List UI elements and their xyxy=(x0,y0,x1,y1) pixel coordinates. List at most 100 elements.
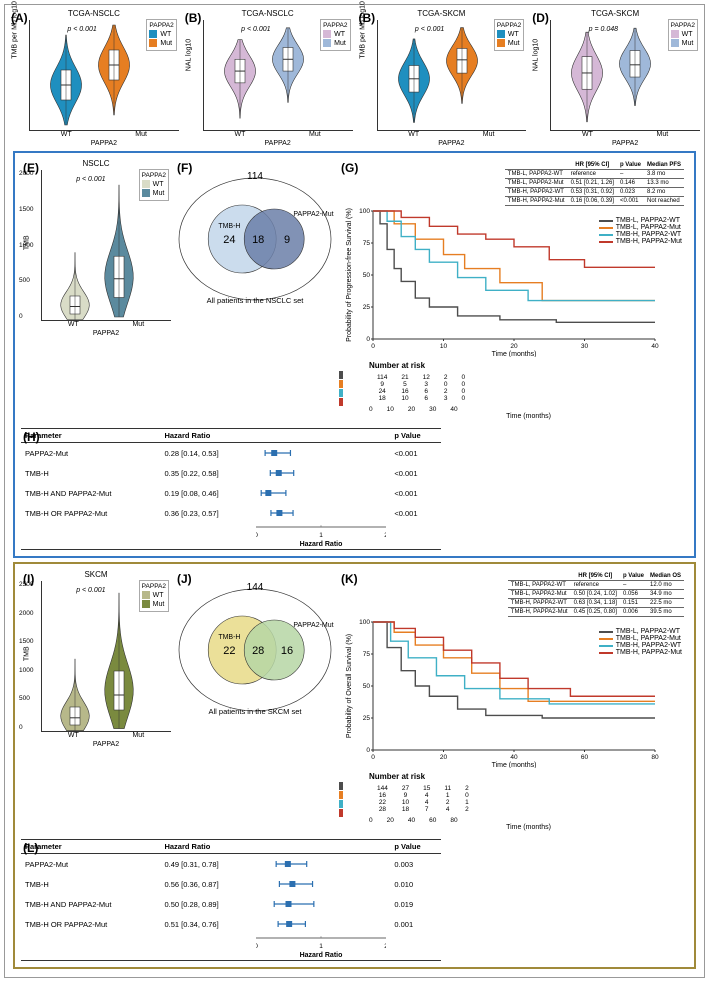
svg-text:All patients in the SKCM set: All patients in the SKCM set xyxy=(209,707,303,716)
svg-text:0: 0 xyxy=(366,747,370,754)
svg-text:Time (months): Time (months) xyxy=(492,762,537,768)
legend-item: TMB-L, PAPPA2-Mut xyxy=(616,635,681,642)
legend-item: WT xyxy=(153,181,164,188)
svg-text:All patients in the NSCLC set: All patients in the NSCLC set xyxy=(207,296,305,305)
svg-text:0: 0 xyxy=(371,754,375,761)
legend-item: WT xyxy=(160,31,171,38)
km-legend: TMB-L, PAPPA2-WTTMB-L, PAPPA2-Mut TMB-H, … xyxy=(599,217,682,245)
forest-pval: 0.010 xyxy=(390,874,441,894)
panel-F: (F) 114 24 18 9 TMB-H PAPPA2-Mut All pat… xyxy=(175,159,335,420)
legend-title: PAPPA2 xyxy=(142,172,166,179)
legend-item: TMB-L, PAPPA2-Mut xyxy=(616,224,681,231)
svg-text:Probability of Overall Surviva: Probability of Overall Survival (%) xyxy=(346,634,353,738)
x-tick: WT xyxy=(235,131,246,138)
forest-hr: 0.28 [0.14, 0.53] xyxy=(160,443,252,464)
forest-pval: 0.003 xyxy=(390,854,441,875)
svg-text:50: 50 xyxy=(363,683,371,690)
km-legend: TMB-L, PAPPA2-WTTMB-L, PAPPA2-MutTMB-H, … xyxy=(599,628,682,656)
svg-text:0: 0 xyxy=(256,943,258,950)
forest-pval: <0.001 xyxy=(390,483,441,503)
svg-text:TMB-H: TMB-H xyxy=(218,223,240,230)
panel-label: (H) xyxy=(23,430,40,444)
legend: PAPPA2 WT Mut xyxy=(139,580,169,612)
y-axis-label: TMB xyxy=(24,646,31,661)
legend-item: WT xyxy=(508,31,519,38)
svg-text:100: 100 xyxy=(359,208,370,215)
panel-K: (K) HR [95% CI]p ValueMedian OS TMB-L, P… xyxy=(339,570,688,831)
panel-title: TCGA-SKCM xyxy=(530,9,700,18)
legend-item: TMB-L, PAPPA2-WT xyxy=(616,217,680,224)
forest-hr: 0.49 [0.31, 0.78] xyxy=(160,854,252,875)
forest-param: PAPPA2-Mut xyxy=(21,854,160,875)
panel-H: (H) ParameterHazard Ratiop Value PAPPA2-… xyxy=(21,428,441,550)
x-axis-label: PAPPA2 xyxy=(29,140,179,147)
legend-item: Mut xyxy=(160,40,172,47)
legend: PAPPA2 WT Mut xyxy=(139,169,169,201)
legend-item: Mut xyxy=(153,601,165,608)
svg-text:10: 10 xyxy=(440,343,448,350)
forest-pval: 0.019 xyxy=(390,894,441,914)
forest-table: ParameterHazard Ratiop Value PAPPA2-Mut … xyxy=(21,839,441,961)
panel-topB: (B) TCGA-NSCLC NAL log10 p < 0.001 WTMut… xyxy=(183,9,353,147)
legend: PAPPA2 WT Mut xyxy=(668,19,698,51)
x-tick: Mut xyxy=(132,732,144,739)
x-axis-label: PAPPA2 xyxy=(41,330,171,337)
panel-title: TCGA-NSCLC xyxy=(9,9,179,18)
legend: PAPPA2 WT Mut xyxy=(320,19,350,51)
forest-pval: <0.001 xyxy=(390,503,441,523)
panel-label: (J) xyxy=(177,572,192,586)
svg-text:40: 40 xyxy=(651,343,659,350)
legend: PAPPA2 WT Mut xyxy=(146,19,176,51)
x-tick: Mut xyxy=(657,131,669,138)
forest-hr: 0.19 [0.08, 0.46] xyxy=(160,483,252,503)
svg-text:9: 9 xyxy=(284,234,290,246)
forest-hr: 0.35 [0.22, 0.58] xyxy=(160,463,252,483)
legend-title: PAPPA2 xyxy=(497,22,521,29)
y-axis-label: TMB per Mb log10 xyxy=(359,1,366,59)
svg-text:1: 1 xyxy=(320,532,324,539)
forest-param: TMB-H OR PAPPA2-Mut xyxy=(21,914,160,934)
svg-text:18: 18 xyxy=(252,234,264,246)
svg-text:114: 114 xyxy=(247,171,263,182)
svg-text:75: 75 xyxy=(363,651,371,658)
legend-title: PAPPA2 xyxy=(671,22,695,29)
forest-pval: <0.001 xyxy=(390,463,441,483)
hr-table: HR [95% CI]p ValueMedian OS TMB-L, PAPPA… xyxy=(508,572,684,617)
legend-item: TMB-H, PAPPA2-Mut xyxy=(616,238,682,245)
svg-text:144: 144 xyxy=(247,582,264,593)
svg-text:40: 40 xyxy=(510,754,518,761)
legend-item: Mut xyxy=(334,40,346,47)
svg-text:24: 24 xyxy=(223,234,235,246)
legend-title: PAPPA2 xyxy=(323,22,347,29)
panel-J: (J) 144 22 28 16 TMB-H PAPPA2-Mut All pa… xyxy=(175,570,335,831)
x-tick: WT xyxy=(61,131,72,138)
forest-hr: 0.50 [0.28, 0.89] xyxy=(160,894,252,914)
svg-text:20: 20 xyxy=(510,343,518,350)
svg-text:Probability of Progression-fre: Probability of Progression-free Survival… xyxy=(346,208,353,342)
skcm-section: (I) SKCM 05001000150020002500 TMB p < 0.… xyxy=(13,562,696,969)
y-axis-label: NAL log10 xyxy=(185,38,192,70)
forest-param: PAPPA2-Mut xyxy=(21,443,160,464)
panel-E: (E) NSCLC 0500100015002000 TMB p < 0.001… xyxy=(21,159,171,420)
forest-hr: 0.36 [0.23, 0.57] xyxy=(160,503,252,523)
svg-text:Hazard Ratio: Hazard Ratio xyxy=(300,952,343,958)
panel-label: (D) xyxy=(532,11,549,25)
number-at-risk: Number at risk 1142112209530024166201810… xyxy=(339,361,688,420)
legend-item: WT xyxy=(334,31,345,38)
svg-text:PAPPA2-Mut: PAPPA2-Mut xyxy=(293,622,333,629)
svg-text:Hazard Ratio: Hazard Ratio xyxy=(300,541,343,547)
panel-topA: (A) TCGA-NSCLC TMB per Mb log10 p < 0.00… xyxy=(9,9,179,147)
forest-table: ParameterHazard Ratiop Value PAPPA2-Mut … xyxy=(21,428,441,550)
svg-text:22: 22 xyxy=(223,645,235,657)
x-tick: Mut xyxy=(309,131,321,138)
x-axis-label: PAPPA2 xyxy=(550,140,700,147)
x-axis-label: PAPPA2 xyxy=(41,741,171,748)
svg-text:TMB-H: TMB-H xyxy=(218,634,240,641)
svg-text:16: 16 xyxy=(281,645,293,657)
svg-text:75: 75 xyxy=(363,240,371,247)
panel-topC: (B) TCGA-SKCM TMB per Mb log10 p < 0.001… xyxy=(357,9,527,147)
panel-title: TCGA-SKCM xyxy=(357,9,527,18)
x-tick: WT xyxy=(582,131,593,138)
forest-param: TMB-H AND PAPPA2-Mut xyxy=(21,894,160,914)
panel-topD: (D) TCGA-SKCM NAL log10 p = 0.048 WTMut … xyxy=(530,9,700,147)
